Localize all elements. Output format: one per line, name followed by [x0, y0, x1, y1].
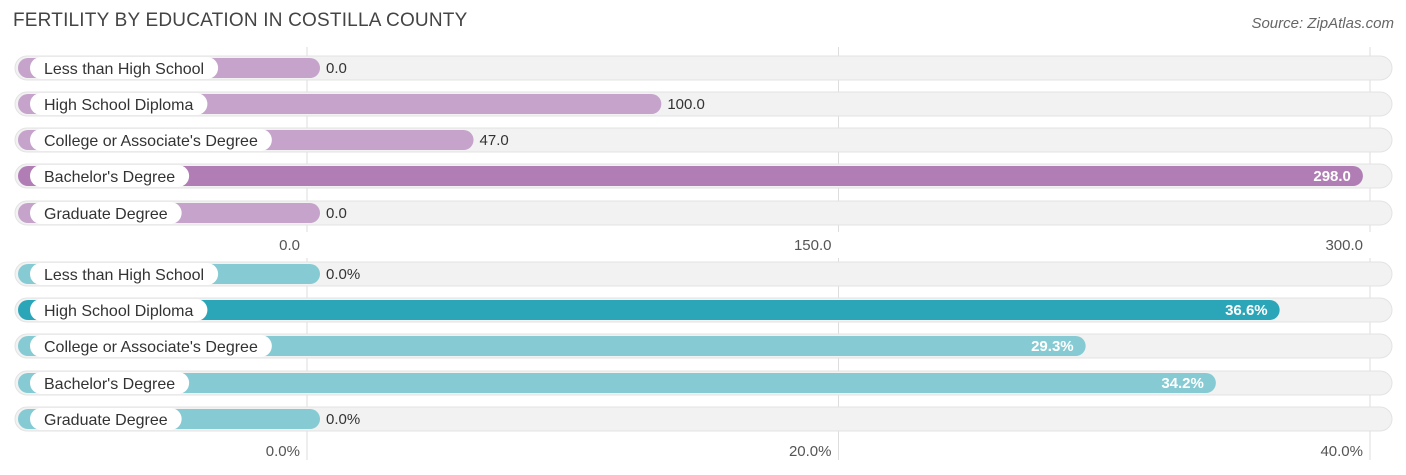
count-chart-category-label: Bachelor's Degree — [44, 169, 175, 186]
count-chart-label-pill — [30, 202, 182, 224]
percent-chart-value-label: 29.3% — [1031, 338, 1074, 355]
percent-chart-category-label: Graduate Degree — [44, 412, 168, 429]
chart-title: FERTILITY BY EDUCATION IN COSTILLA COUNT… — [13, 10, 468, 31]
percent-chart-label-pill — [30, 408, 182, 430]
count-chart-label-pill — [30, 93, 208, 115]
count-chart-label-pill — [30, 129, 272, 151]
percent-chart-value-label: 36.6% — [1225, 302, 1268, 319]
count-chart-value-label: 47.0 — [480, 132, 509, 149]
source-note: Source: ZipAtlas.com — [1251, 15, 1394, 32]
percent-chart-category-label: College or Associate's Degree — [44, 339, 258, 356]
count-chart-category-label: High School Diploma — [44, 97, 194, 114]
percent-chart-label-pill — [30, 263, 219, 285]
count-chart-label-pill — [30, 57, 219, 79]
count-chart-value-label: 100.0 — [667, 96, 705, 113]
percent-chart-bar-high-school-diploma — [18, 300, 1280, 320]
count-chart-value-label: 298.0 — [1313, 168, 1351, 185]
percent-chart-tick-label: 40.0% — [1320, 443, 1363, 460]
percent-chart-tick-label: 0.0% — [266, 443, 300, 460]
count-chart-value-label: 0.0 — [326, 205, 347, 222]
count-chart-category-label: Less than High School — [44, 61, 204, 78]
percent-chart-value-label: 34.2% — [1161, 375, 1204, 392]
count-chart-bar-bachelor-s-degree — [18, 166, 1363, 186]
percent-chart-label-pill — [30, 299, 208, 321]
count-chart-track-less-than-high-school — [14, 55, 1393, 81]
percent-chart-track-less-than-high-school — [14, 261, 1393, 287]
percent-chart-label-pill — [30, 335, 272, 357]
count-chart-tick-label: 300.0 — [1325, 237, 1363, 254]
percent-chart-value-label: 0.0% — [326, 266, 360, 283]
percent-chart-value-label: 0.0% — [326, 411, 360, 428]
count-chart-category-label: College or Associate's Degree — [44, 133, 258, 150]
percent-chart-bar-college-or-associate-s-degree — [18, 336, 1086, 356]
percent-chart-category-label: High School Diploma — [44, 303, 194, 320]
count-chart-tick-label: 0.0 — [279, 237, 300, 254]
percent-chart-track-graduate-degree — [14, 406, 1393, 432]
count-chart-tick-label: 150.0 — [794, 237, 832, 254]
percent-chart-label-pill — [30, 372, 190, 394]
count-chart-category-label: Graduate Degree — [44, 206, 168, 223]
count-chart-label-pill — [30, 165, 190, 187]
percent-chart-category-label: Bachelor's Degree — [44, 376, 175, 393]
count-chart-value-label: 0.0 — [326, 60, 347, 77]
percent-chart-tick-label: 20.0% — [789, 443, 832, 460]
count-chart-track-graduate-degree — [14, 200, 1393, 226]
percent-chart-category-label: Less than High School — [44, 267, 204, 284]
percent-chart-bar-bachelor-s-degree — [18, 373, 1216, 393]
